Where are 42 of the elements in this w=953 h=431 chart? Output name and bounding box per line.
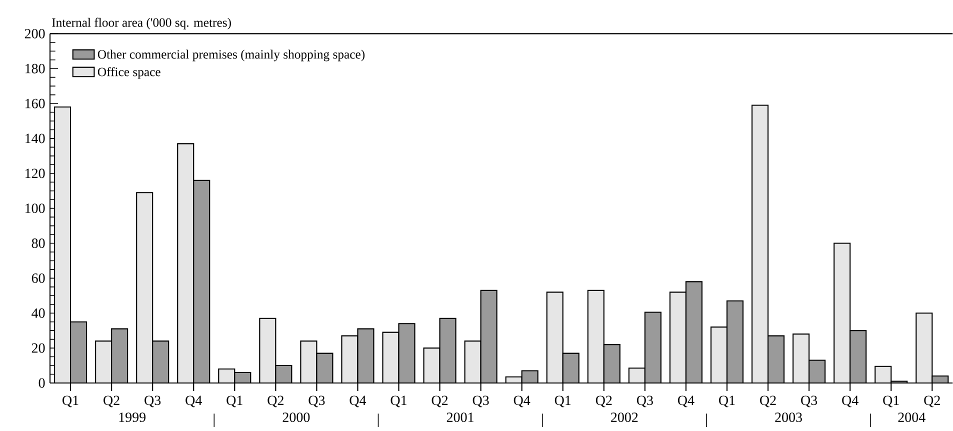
x-tick-label: Q2 — [104, 396, 120, 408]
text: 2003 — [775, 412, 802, 422]
text: 2000 — [282, 412, 310, 422]
x-tick-label: Q4 — [842, 396, 858, 408]
x-tick-label: Q2 — [924, 396, 940, 408]
y-tick-label: 200 — [24, 28, 45, 38]
y-tick-label: 20 — [32, 343, 45, 353]
x-tick-label: Q1 — [390, 396, 406, 408]
x-tick-label: Q1 — [719, 396, 735, 408]
x-tick-label: Q3 — [636, 396, 653, 408]
y-tick-label: 140 — [26, 134, 45, 144]
x-tick-label: Q4 — [186, 396, 202, 408]
x-tick-label: Q2 — [432, 396, 448, 408]
y-tick-label: 60 — [32, 273, 45, 283]
legend-label: Other commercial premises (mainly shopping space) — [98, 50, 365, 62]
y-axis-title: Internal floor area ('000 sq. metres) — [52, 18, 231, 30]
y-tick-label: 100 — [26, 204, 45, 214]
x-tick-label: Q4 — [514, 396, 530, 408]
y-tick-label: 0 — [38, 378, 45, 388]
y-tick-label: 40 — [32, 308, 45, 318]
x-tick-label: Q3 — [144, 396, 161, 408]
y-tick-label: 180 — [26, 64, 45, 74]
x-tick-label: Q4 — [678, 396, 694, 408]
x-tick-label: Q3 — [801, 396, 818, 408]
x-tick-label: Q1 — [883, 396, 899, 408]
x-tick-label: Q2 — [268, 396, 284, 408]
legend-label: Office space — [98, 67, 160, 79]
y-tick-label: 160 — [26, 98, 45, 108]
x-tick-label: Q4 — [350, 396, 366, 408]
x-tick-label: Q1 — [62, 396, 78, 408]
y-tick-label: 120 — [26, 168, 45, 178]
x-tick-label: Q1 — [554, 396, 571, 408]
y-tick-label: 80 — [32, 238, 45, 248]
text: 2001 — [446, 412, 474, 422]
text: 1999 — [119, 412, 146, 422]
x-tick-label: Q3 — [308, 396, 325, 408]
x-tick-label: Q1 — [226, 396, 242, 408]
x-tick-label: Q2 — [596, 396, 612, 408]
x-tick-label: Q3 — [472, 396, 489, 408]
x-tick-label: Q2 — [760, 396, 776, 408]
text: 2002 — [611, 412, 638, 422]
text: 2004 — [898, 412, 926, 422]
